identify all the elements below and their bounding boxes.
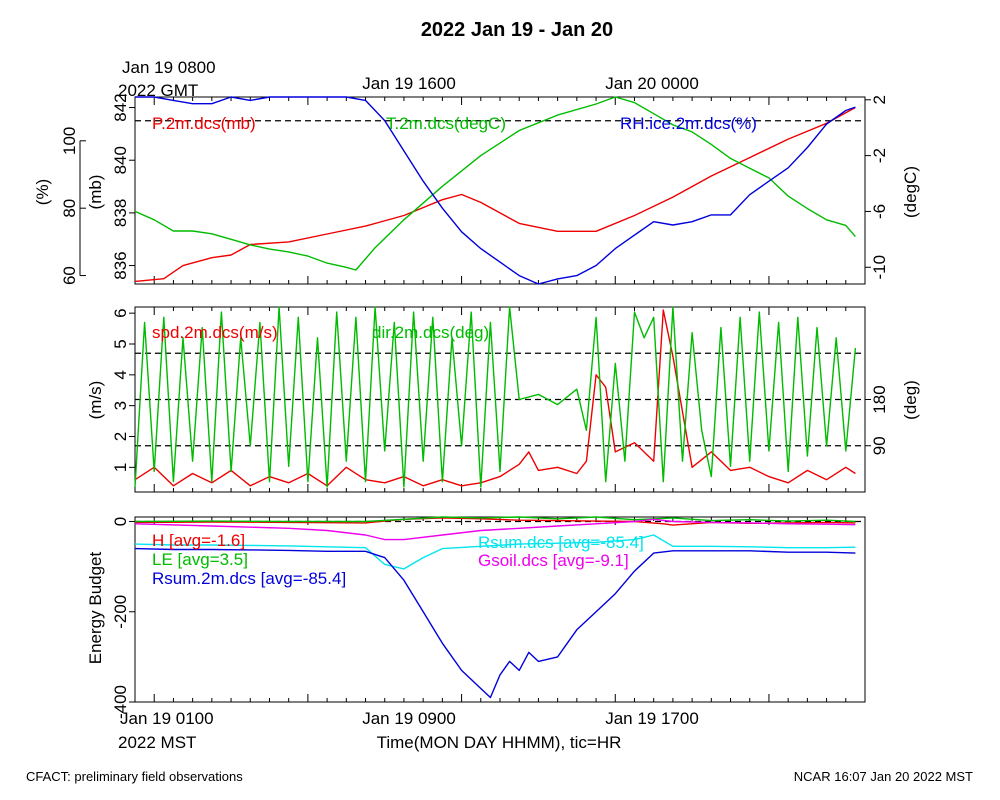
legend-gsoil: Gsoil.dcs [avg=-9.1] (478, 551, 629, 570)
legend-le: LE [avg=3.5] (152, 550, 248, 569)
legend-pressure: P.2m.dcs(mb) (152, 114, 256, 133)
series-gsoil-line (134, 518, 856, 541)
y-tick-label: 60 (60, 266, 79, 285)
y-tick-label: 80 (60, 199, 79, 218)
top-time-label-3: Jan 20 0000 (605, 74, 699, 93)
data-series (134, 96, 857, 699)
y-tick-label: 2 (111, 432, 130, 441)
y-tick-label: 5 (111, 339, 130, 348)
series-rh-line (135, 96, 856, 285)
series-rsum-line (134, 547, 856, 699)
bottom-time-label-1b: 2022 MST (118, 733, 196, 752)
axis-title-ms: (m/s) (86, 381, 105, 420)
y-tick-label: 2 (870, 95, 889, 104)
y-tick-label: -6 (870, 204, 889, 219)
top-time-label-2: Jan 19 1600 (362, 74, 456, 93)
axis-ticks: 60 80 100 836 838 840 842 -10 -6 -2 2 1 2 3 4 5 6 90 180 -4… (60, 93, 889, 719)
series-le-line (134, 516, 856, 523)
axis-title-percent: (%) (33, 179, 52, 205)
legend-wind-speed: spd.2m.dcs(m/s) (152, 323, 278, 342)
y-tick-label: 838 (111, 199, 130, 227)
series-t-line (134, 96, 856, 271)
chart-title: 2022 Jan 19 - Jan 20 (421, 19, 613, 41)
axis-title-degc: (degC) (901, 166, 920, 218)
series-dir-line (134, 306, 857, 488)
top-time-label-1b: 2022 GMT (118, 81, 198, 100)
series-rsum-line (134, 534, 856, 570)
legend-temperature: T.2m.dcs(degC) (386, 114, 506, 133)
axis-title-mb: (mb) (86, 175, 105, 210)
y-tick-label: 840 (111, 146, 130, 174)
footer-right: NCAR 16:07 Jan 20 2022 MST (794, 769, 973, 784)
legend-rsum-2m: Rsum.2m.dcs [avg=-85.4] (152, 569, 346, 588)
y-tick-label: 836 (111, 251, 130, 279)
y-tick-label: 0 (111, 517, 130, 526)
x-axis-title: Time(MON DAY HHMM), tic=HR (377, 733, 622, 752)
y-tick-label: 6 (111, 308, 130, 317)
bottom-time-label-1: Jan 19 0100 (120, 709, 214, 728)
legend-h: H [avg=-1.6] (152, 531, 245, 550)
axis-title-deg: (deg) (901, 380, 920, 420)
y-tick-label: 100 (60, 127, 79, 155)
y-tick-label: -200 (111, 595, 130, 629)
top-time-label-1a: Jan 19 0800 (122, 58, 216, 77)
y-tick-label: 4 (111, 370, 130, 379)
legend-wind-direction: dir.2m.dcs(deg) (372, 323, 489, 342)
y-tick-label: 842 (111, 93, 130, 121)
legend-rh-ice: RH.ice.2m.dcs(%) (620, 114, 757, 133)
series-p-line (134, 106, 856, 283)
legend-rsum: Rsum.dcs [avg=-85.4] (478, 533, 644, 552)
y-tick-label: -10 (870, 255, 889, 280)
y-tick-label: 3 (111, 401, 130, 410)
y-tick-label: -2 (870, 148, 889, 163)
bottom-time-label-2: Jan 19 0900 (362, 709, 456, 728)
y-tick-label: 90 (870, 436, 889, 455)
y-tick-label: 180 (870, 385, 889, 413)
bottom-time-label-3: Jan 19 1700 (605, 709, 699, 728)
footer-left: CFACT: preliminary field observations (26, 769, 243, 784)
y-tick-label: -400 (111, 685, 130, 719)
axis-title-energy: Energy Budget (86, 551, 105, 664)
y-tick-label: 1 (111, 463, 130, 472)
